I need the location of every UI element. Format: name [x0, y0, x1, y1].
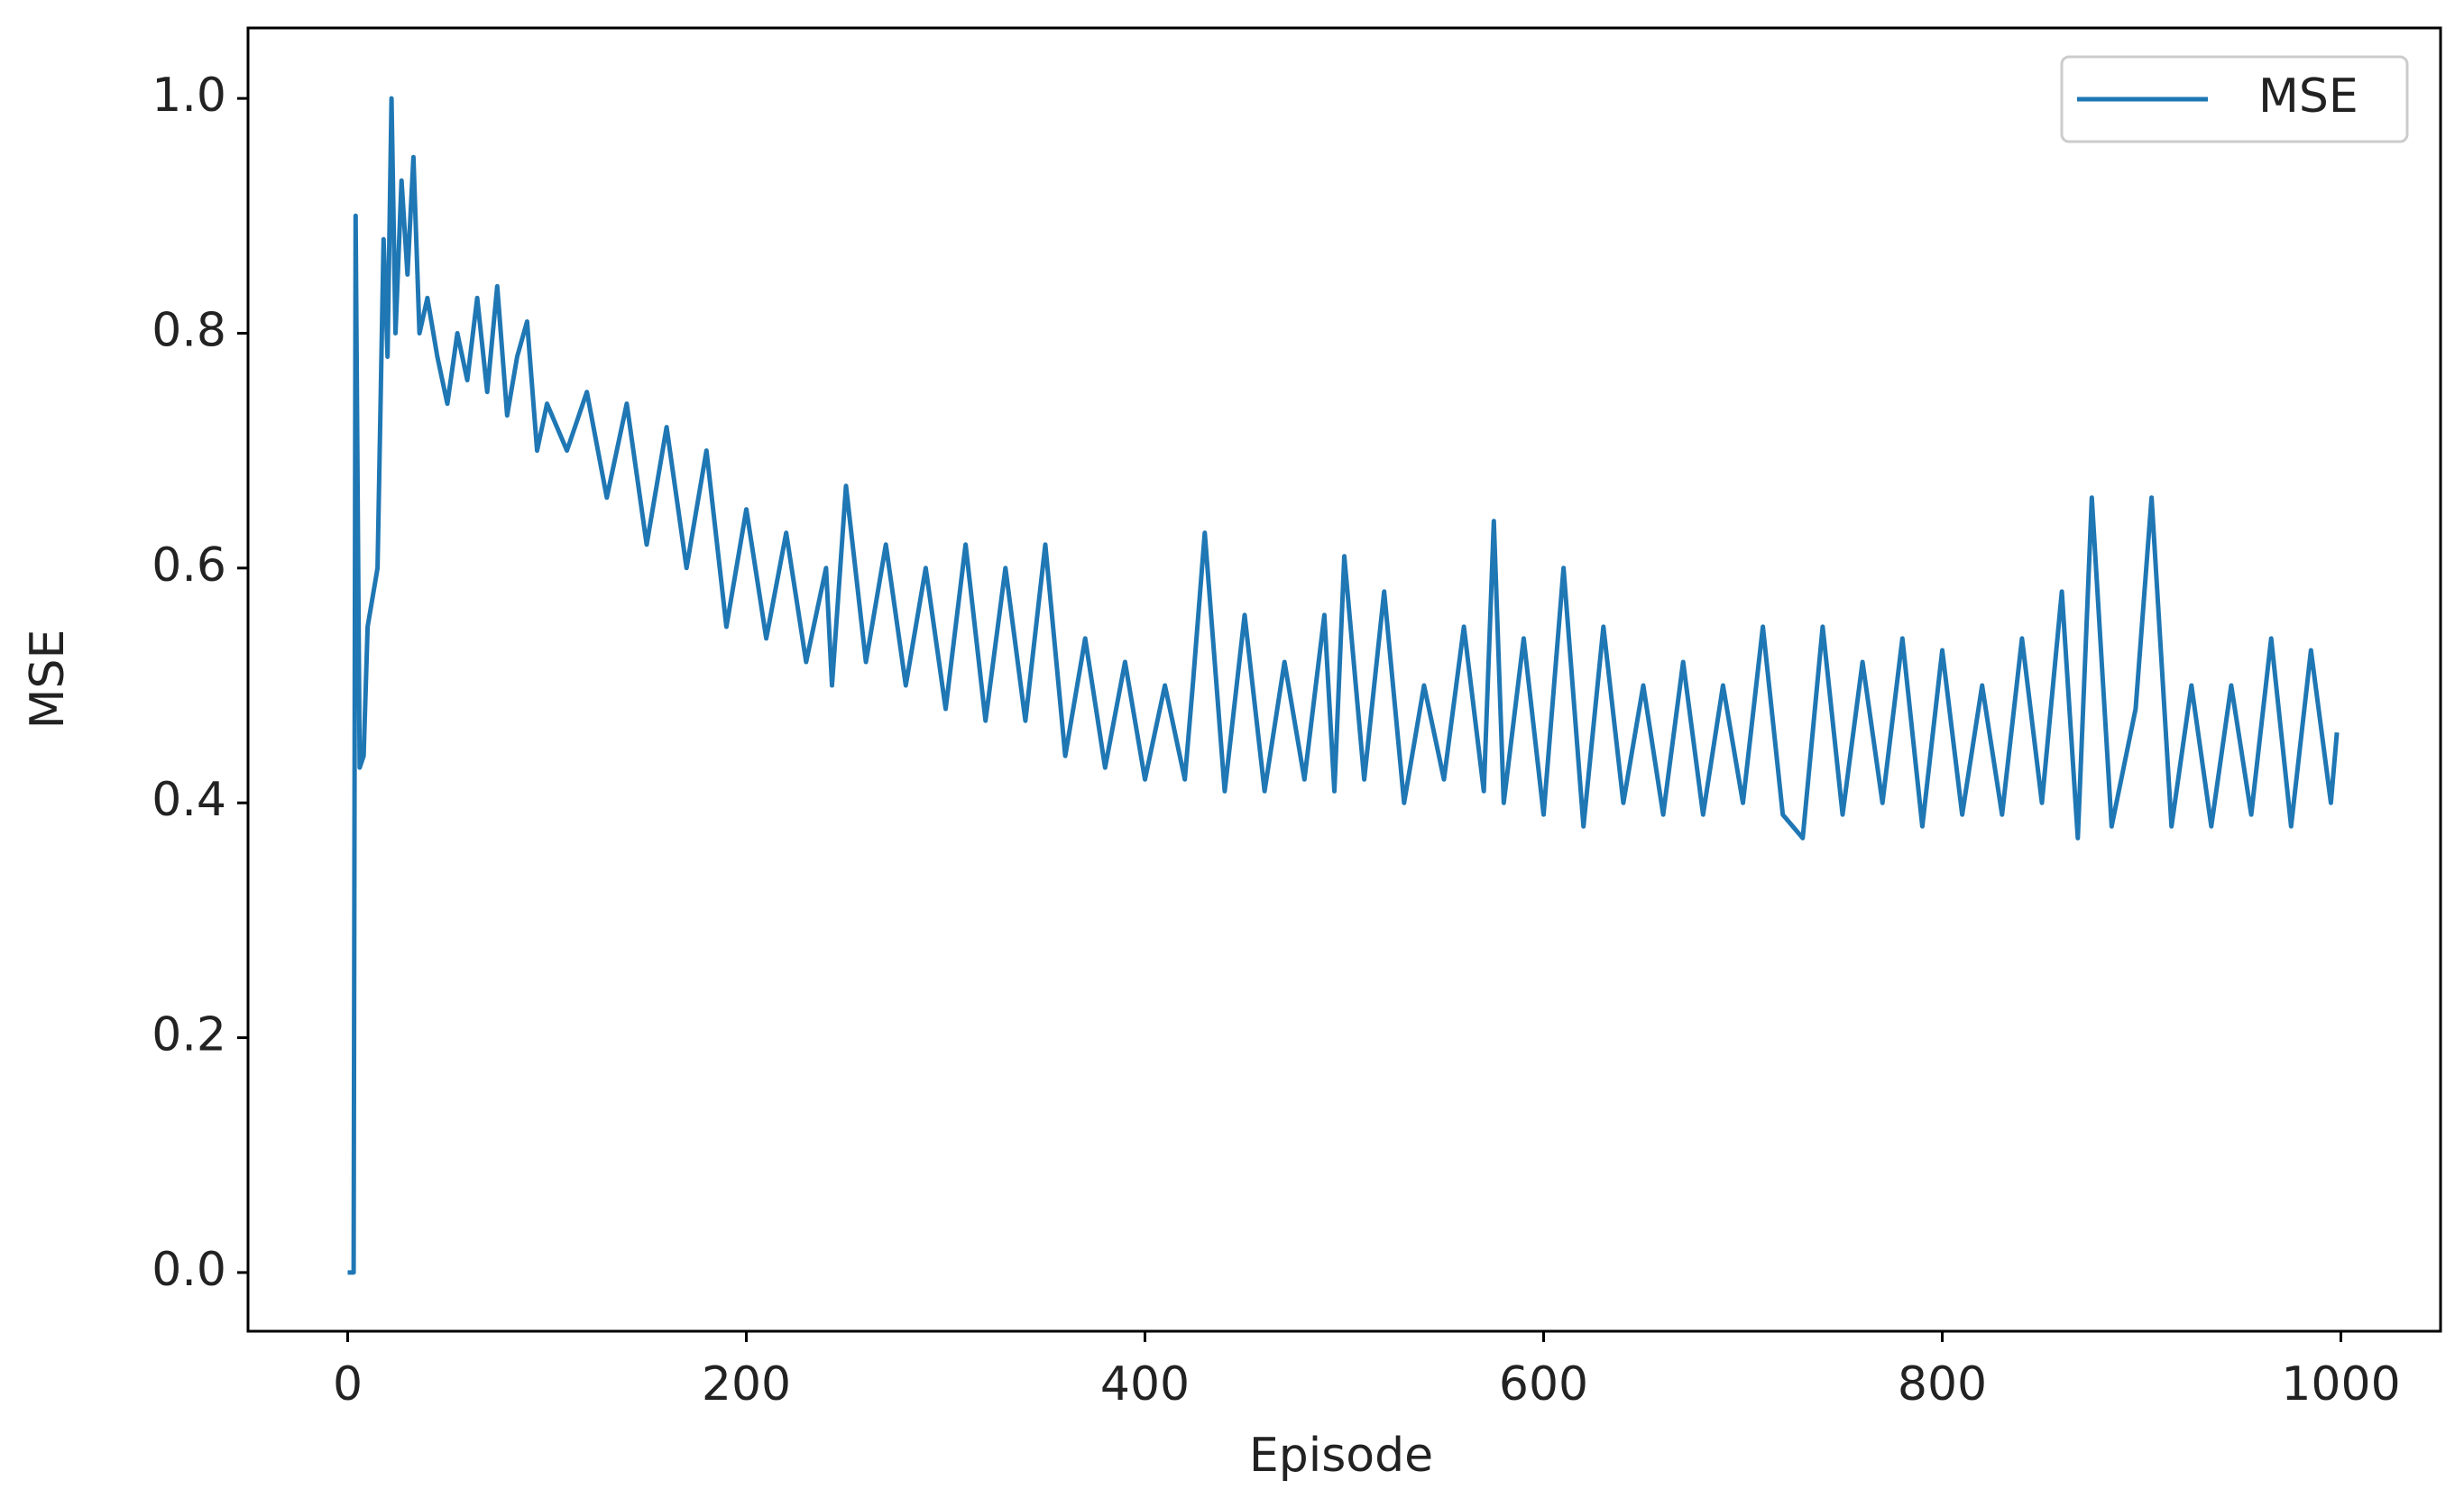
plot-frame — [246, 26, 2442, 1333]
x-tick-label: 600 — [1499, 1357, 1588, 1411]
x-axis-label: Episode — [1249, 1429, 1433, 1483]
y-tick-label: 0.4 — [152, 773, 226, 827]
y-tick-label: 0.8 — [152, 303, 226, 357]
legend-label: MSE — [2258, 69, 2358, 124]
y-tick-label: 0.2 — [152, 1008, 226, 1062]
y-axis-label: MSE — [21, 630, 75, 730]
x-tick-label: 0 — [333, 1357, 363, 1411]
data-line — [347, 96, 2340, 1275]
y-tick-label: 0.6 — [152, 538, 226, 593]
x-tick-label: 800 — [1898, 1357, 1987, 1411]
y-tick-label: 0.0 — [152, 1243, 226, 1297]
x-tick-label: 200 — [702, 1357, 791, 1411]
x-tick-label: 1000 — [2281, 1357, 2400, 1411]
y-tick-label: 1.0 — [152, 69, 226, 123]
x-tick-label: 400 — [1100, 1357, 1190, 1411]
legend-box — [2060, 55, 2409, 143]
